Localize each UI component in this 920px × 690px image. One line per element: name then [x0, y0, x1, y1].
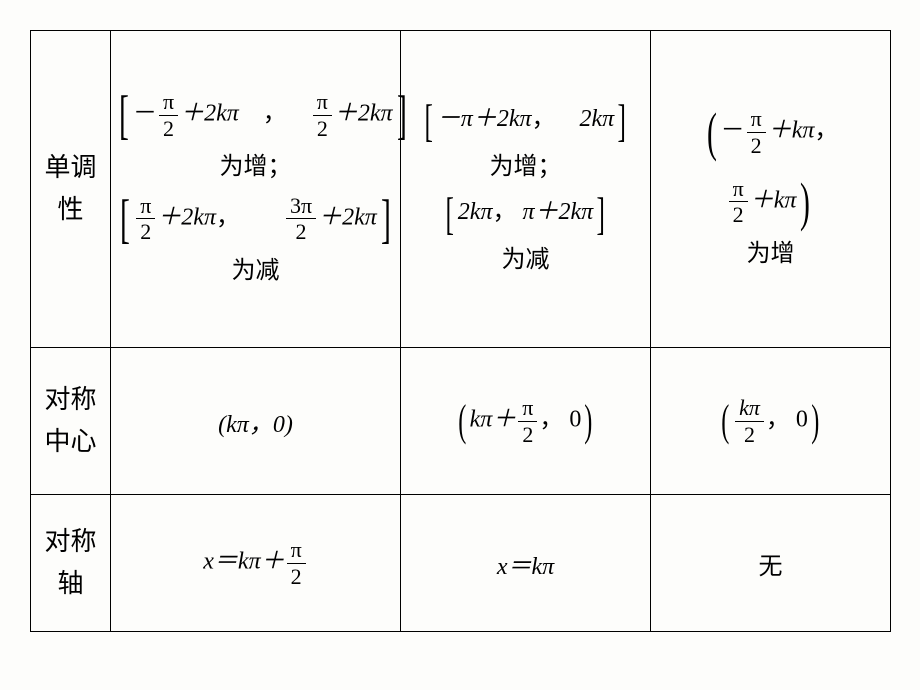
right-bracket-icon: ] — [381, 195, 391, 244]
fraction: kπ2 — [735, 395, 764, 447]
right-bracket-icon: ] — [618, 100, 626, 141]
cell-sin-center: (kπ，0) — [111, 348, 401, 495]
text-increasing: 为增 — [655, 236, 886, 272]
expr: kπ＋ — [470, 407, 517, 433]
expr: －π＋2kπ — [437, 106, 532, 132]
cell-cos-center: (kπ＋π2， 0) — [401, 348, 651, 495]
trig-properties-table: 单调 性 [－π2＋2kπ，π2＋2kπ] 为增； [π2＋2kπ，3π2＋2k… — [30, 30, 891, 632]
label-text: 单调 — [35, 147, 106, 189]
right-paren-icon: ) — [811, 401, 819, 441]
right-bracket-icon: ] — [597, 193, 605, 234]
expr: ＋2kπ — [157, 204, 216, 230]
text-decreasing: 为减 — [115, 253, 396, 289]
expr: ＋kπ — [768, 118, 815, 144]
row-monotonicity: 单调 性 [－π2＋2kπ，π2＋2kπ] 为增； [π2＋2kπ，3π2＋2k… — [31, 31, 891, 348]
expr: 2kπ — [580, 106, 615, 132]
expr: 2kπ — [458, 199, 493, 225]
fraction: 3π2 — [286, 193, 316, 245]
left-paren-icon: ( — [458, 401, 466, 441]
text-increasing: 为增； — [115, 149, 396, 185]
right-paren-icon: ) — [800, 178, 810, 227]
label-text: 性 — [35, 189, 106, 231]
label-text: 对称 — [35, 521, 106, 563]
fraction: π2 — [136, 193, 155, 245]
right-paren-icon: ) — [585, 401, 593, 441]
left-bracket-icon: [ — [120, 195, 130, 244]
cell-tan-center: (kπ2， 0) — [651, 348, 891, 495]
expr: x＝kπ＋ — [203, 549, 284, 575]
label-text: 轴 — [35, 563, 106, 605]
left-bracket-icon: [ — [119, 91, 129, 140]
cell-tan-monotonic: (－π2＋kπ， π2＋kπ) 为增 — [651, 31, 891, 348]
left-paren-icon: ( — [722, 401, 730, 441]
fraction: π2 — [518, 395, 537, 447]
comma: ， — [492, 199, 516, 225]
label-monotonicity: 单调 性 — [31, 31, 111, 348]
left-bracket-icon: [ — [446, 193, 454, 234]
row-symmetry-axis: 对称 轴 x＝kπ＋π2 x＝kπ 无 — [31, 495, 891, 632]
row-symmetry-center: 对称 中心 (kπ，0) (kπ＋π2， 0) (kπ2， 0) — [31, 348, 891, 495]
expr: ＋2kπ — [334, 101, 393, 127]
cell-sin-axis: x＝kπ＋π2 — [111, 495, 401, 632]
left-bracket-icon: [ — [425, 100, 433, 141]
cell-tan-axis: 无 — [651, 495, 891, 632]
comma: ， — [766, 407, 790, 433]
expr: ＋2kπ — [318, 204, 377, 230]
minus-sign: － — [721, 118, 745, 144]
left-paren-icon: ( — [707, 108, 717, 157]
minus-sign: － — [133, 101, 157, 127]
comma: ， — [532, 106, 556, 132]
cell-cos-axis: x＝kπ — [401, 495, 651, 632]
comma: ， — [263, 101, 287, 127]
fraction: π2 — [729, 176, 748, 228]
comma: ， — [539, 407, 563, 433]
label-text: 对称 — [35, 379, 106, 421]
label-center: 对称 中心 — [31, 348, 111, 495]
zero: 0 — [796, 407, 808, 433]
expr: x＝kπ — [497, 554, 554, 580]
label-text: 中心 — [35, 421, 106, 463]
cell-sin-monotonic: [－π2＋2kπ，π2＋2kπ] 为增； [π2＋2kπ，3π2＋2kπ] 为减 — [111, 31, 401, 348]
expr: π＋2kπ — [522, 199, 593, 225]
fraction: π2 — [747, 106, 766, 158]
expr: ＋2kπ — [180, 101, 239, 127]
fraction: π2 — [313, 89, 332, 141]
fraction: π2 — [159, 89, 178, 141]
expr: (kπ，0) — [218, 412, 293, 438]
comma: ， — [216, 204, 240, 230]
right-bracket-icon: ] — [397, 91, 407, 140]
fraction: π2 — [287, 537, 306, 589]
text-decreasing: 为减 — [405, 242, 646, 278]
zero: 0 — [569, 407, 581, 433]
cell-cos-monotonic: [－π＋2kπ，2kπ] 为增； [2kπ， π＋2kπ] 为减 — [401, 31, 651, 348]
label-axis: 对称 轴 — [31, 495, 111, 632]
text-none: 无 — [759, 554, 783, 580]
comma: ， — [814, 118, 838, 144]
text-increasing: 为增； — [405, 149, 646, 185]
expr: ＋kπ — [750, 187, 797, 213]
